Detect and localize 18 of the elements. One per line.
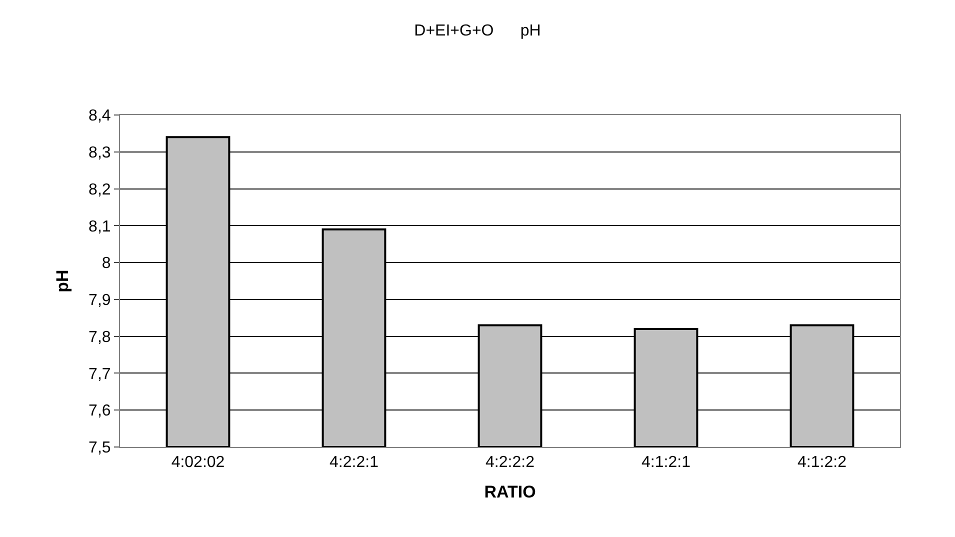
x-axis-title: RATIO <box>484 482 536 502</box>
chart-title: D+EI+G+O pH <box>414 22 541 40</box>
y-tick-label: 8,2 <box>88 181 111 198</box>
y-tick-label: 7,6 <box>88 402 111 420</box>
y-tick-label: 7,9 <box>88 292 111 310</box>
y-tick-label: 8,1 <box>88 218 111 236</box>
x-tick-label: 4:2:2:1 <box>330 454 379 472</box>
y-tick-label: 8,3 <box>88 144 111 162</box>
y-tick-label: 8 <box>102 255 111 272</box>
y-tick-label: 8,4 <box>88 108 111 125</box>
y-tick-label: 7,7 <box>88 366 111 383</box>
x-tick-label: 4:1:2:1 <box>642 454 691 472</box>
y-tick-label: 7,5 <box>88 440 111 457</box>
x-tick-label: 4:1:2:2 <box>798 454 847 472</box>
y-tick-label: 7,8 <box>88 328 111 346</box>
y-axis-title: pH <box>53 270 72 292</box>
x-tick-label: 4:2:2:2 <box>486 454 535 472</box>
x-tick-label: 4:02:02 <box>171 454 225 472</box>
